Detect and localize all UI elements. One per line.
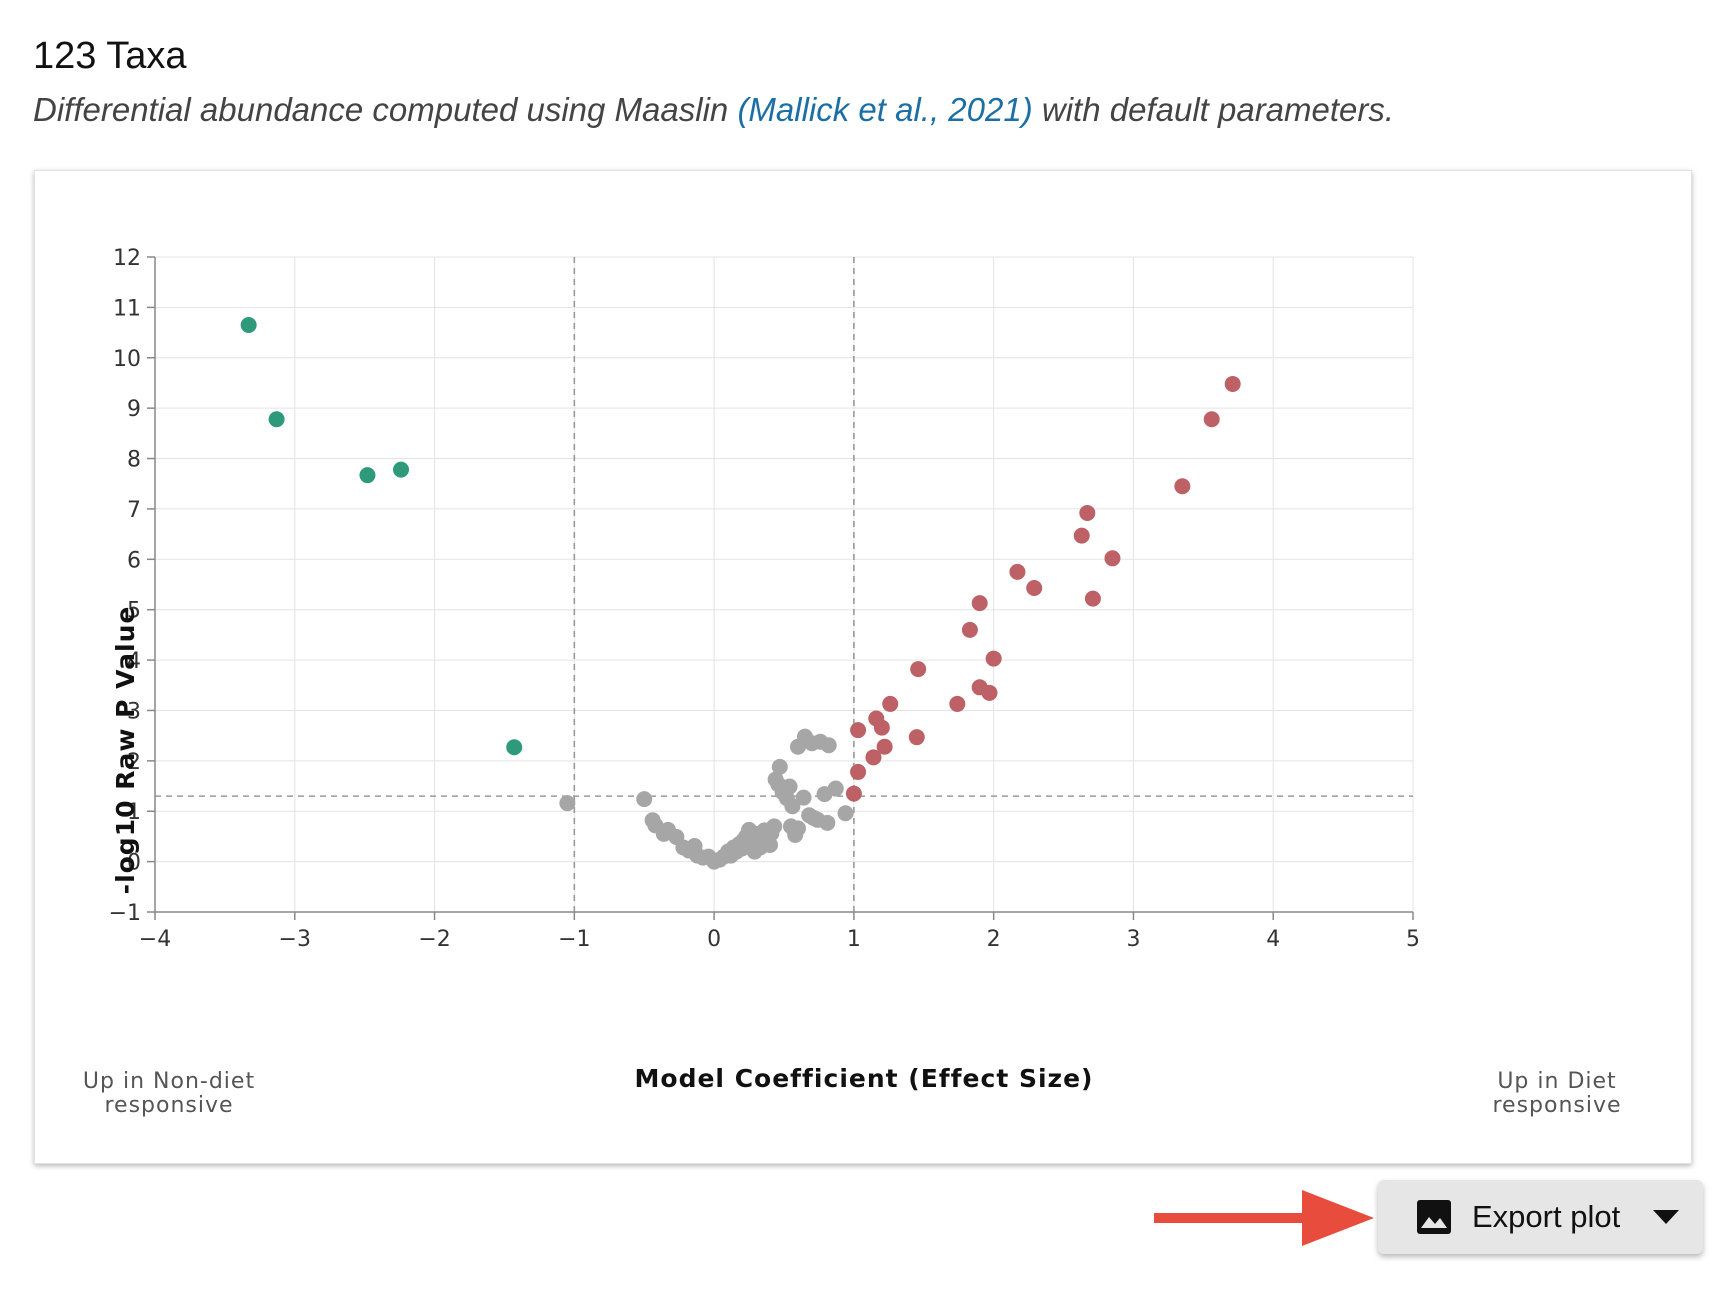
y-tick-label: 3: [127, 699, 141, 724]
left-annotation-line2: responsive: [104, 1093, 233, 1118]
data-point-up[interactable]: [985, 650, 1002, 667]
data-point-up[interactable]: [882, 695, 899, 712]
data-point-up[interactable]: [1174, 478, 1191, 495]
x-tick-label: 4: [1266, 927, 1280, 952]
export-plot-button[interactable]: Export plot: [1378, 1180, 1703, 1254]
arrow-pointer-icon: [1154, 1190, 1374, 1246]
y-tick-label: 0: [127, 851, 141, 876]
data-point-up[interactable]: [1104, 550, 1121, 567]
y-tick-label: 6: [127, 548, 141, 573]
data-point-ns[interactable]: [784, 798, 801, 815]
data-point-up[interactable]: [910, 661, 927, 678]
data-point-up[interactable]: [850, 722, 867, 739]
data-point-up[interactable]: [1079, 504, 1096, 521]
data-point-up[interactable]: [1026, 580, 1043, 597]
data-point-up[interactable]: [971, 595, 988, 612]
plot-grid: [154, 256, 1414, 913]
data-point-down[interactable]: [393, 461, 410, 478]
y-tick-label: 7: [127, 498, 141, 523]
data-point-up[interactable]: [1084, 590, 1101, 607]
data-point-ns[interactable]: [771, 758, 788, 775]
data-point-up[interactable]: [1009, 563, 1026, 580]
y-tick-label: 4: [127, 649, 141, 674]
data-point-up[interactable]: [876, 738, 893, 755]
data-point-ns[interactable]: [805, 809, 822, 826]
data-point-down[interactable]: [506, 739, 523, 756]
data-point-down[interactable]: [359, 467, 376, 484]
x-tick-label: −3: [279, 927, 311, 952]
y-tick-label: 12: [113, 246, 141, 271]
y-tick-label: 8: [127, 448, 141, 473]
data-point-ns[interactable]: [837, 805, 854, 822]
right-annotation-line1: Up in Diet: [1497, 1069, 1616, 1094]
y-tick-label: 1: [127, 800, 141, 825]
x-tick-label: −4: [139, 927, 171, 952]
y-tick-label: 2: [127, 750, 141, 775]
x-tick-label: 1: [847, 927, 861, 952]
x-tick-label: −1: [558, 927, 590, 952]
x-axis-title: Model Coefficient (Effect Size): [635, 1064, 1094, 1093]
y-tick-label: 5: [127, 599, 141, 624]
data-point-ns[interactable]: [762, 836, 779, 853]
data-point-ns[interactable]: [827, 780, 844, 797]
data-point-up[interactable]: [949, 695, 966, 712]
page-title: 123 Taxa: [33, 35, 187, 77]
page-subtitle: Differential abundance computed using Ma…: [33, 88, 1394, 132]
subtitle-text-end: with default parameters.: [1032, 91, 1395, 128]
data-point-down[interactable]: [268, 411, 285, 428]
x-tick-label: 5: [1406, 927, 1420, 952]
data-point-up[interactable]: [850, 763, 867, 780]
image-icon: [1417, 1200, 1451, 1234]
data-point-ns[interactable]: [820, 737, 837, 754]
plot-card: −1 0 1 2 3 4 5 6 7 8 9 10 11 12 −4 −3 −2 −1 0 1 2 3 4 5 -log10 …: [34, 170, 1692, 1164]
x-tick-label: −2: [418, 927, 450, 952]
plot-axes: [147, 256, 1414, 920]
x-tick-label: 2: [987, 927, 1001, 952]
citation-link[interactable]: (Mallick et al., 2021): [737, 91, 1033, 128]
data-point-up[interactable]: [865, 749, 882, 766]
data-points: [240, 317, 1241, 870]
y-tick-label: 9: [127, 397, 141, 422]
right-annotation-line2: responsive: [1492, 1093, 1621, 1118]
export-plot-label: Export plot: [1472, 1199, 1621, 1234]
data-point-ns[interactable]: [766, 818, 783, 835]
data-point-up[interactable]: [1224, 375, 1241, 392]
x-tick-label: 3: [1126, 927, 1140, 952]
x-tick-label: 0: [707, 927, 721, 952]
data-point-up[interactable]: [908, 729, 925, 746]
threshold-lines: [155, 257, 1413, 912]
data-point-up[interactable]: [961, 621, 978, 638]
data-point-ns[interactable]: [559, 795, 576, 812]
data-point-ns[interactable]: [781, 778, 798, 795]
data-point-up[interactable]: [845, 785, 862, 802]
data-point-up[interactable]: [873, 719, 890, 736]
data-point-ns[interactable]: [795, 789, 812, 806]
data-point-ns[interactable]: [819, 814, 836, 831]
data-point-ns[interactable]: [636, 791, 653, 808]
y-axis-title: -log10 Raw P Value: [111, 606, 140, 895]
data-point-down[interactable]: [240, 317, 257, 334]
data-point-up[interactable]: [981, 684, 998, 701]
data-point-ns[interactable]: [782, 818, 799, 835]
y-tick-label: −1: [109, 901, 141, 926]
subtitle-text: Differential abundance computed using Ma…: [33, 91, 738, 128]
y-tick-label: 11: [113, 296, 141, 321]
y-tick-label: 10: [113, 347, 141, 372]
data-point-up[interactable]: [1073, 527, 1090, 544]
left-annotation-line1: Up in Non-diet: [83, 1069, 255, 1094]
data-point-up[interactable]: [1203, 411, 1220, 428]
caret-down-icon[interactable]: [1653, 1210, 1679, 1224]
